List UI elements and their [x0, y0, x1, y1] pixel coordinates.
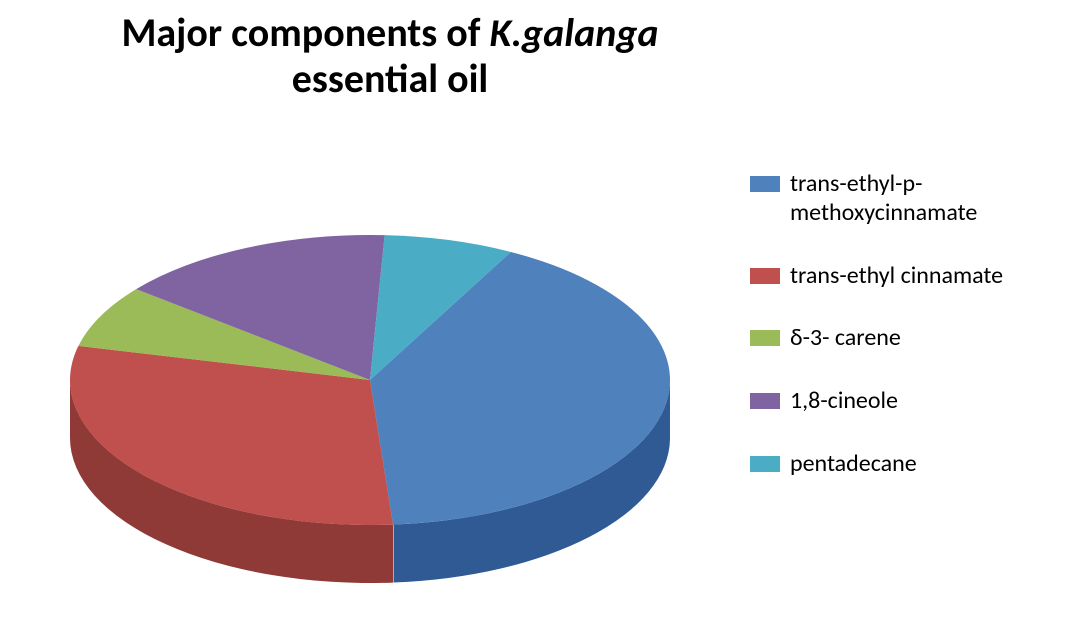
legend-item: 1,8-cineole	[750, 387, 1050, 416]
legend-item: pentadecane	[750, 450, 1050, 479]
legend-swatch	[750, 456, 780, 472]
title-prefix: Major components of	[121, 8, 489, 57]
title-line2: essential oil	[0, 56, 780, 102]
chart-title: Major components of K.galanga essential …	[0, 10, 780, 102]
legend-swatch	[750, 393, 780, 409]
pie-chart	[60, 225, 680, 593]
legend: trans-ethyl-p- methoxycinnamate trans-eth…	[750, 170, 1050, 513]
legend-label: trans-ethyl cinnamate	[790, 262, 1003, 291]
legend-swatch	[750, 268, 780, 284]
title-italic: K.galanga	[489, 8, 658, 57]
legend-swatch	[750, 330, 780, 346]
legend-label: pentadecane	[790, 450, 917, 479]
legend-label: δ-3- carene	[790, 324, 901, 353]
legend-item: trans-ethyl-p- methoxycinnamate	[750, 170, 1050, 228]
legend-item: trans-ethyl cinnamate	[750, 262, 1050, 291]
legend-item: δ-3- carene	[750, 324, 1050, 353]
pie-svg	[60, 225, 680, 593]
legend-label: 1,8-cineole	[790, 387, 898, 416]
legend-swatch	[750, 176, 780, 192]
chart-container: Major components of K.galanga essential …	[0, 0, 1080, 629]
legend-label: trans-ethyl-p- methoxycinnamate	[790, 170, 977, 228]
